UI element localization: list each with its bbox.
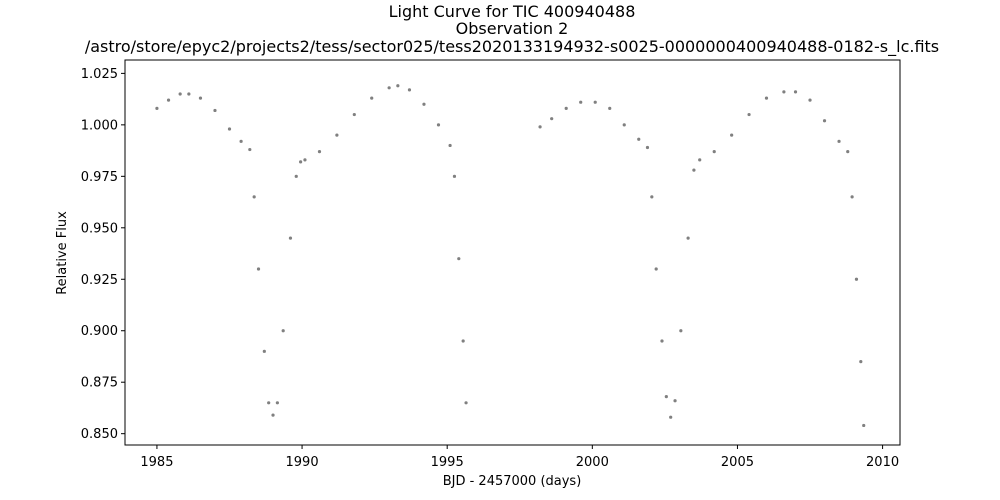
data-point xyxy=(256,267,261,271)
plot-frame xyxy=(124,59,901,446)
data-point xyxy=(271,413,275,417)
data-point xyxy=(593,100,597,104)
data-point xyxy=(187,92,191,96)
y-tick-label: 0.850 xyxy=(81,427,118,442)
data-point xyxy=(198,96,203,100)
data-point xyxy=(654,267,658,271)
data-points xyxy=(155,84,866,428)
y-tick-label: 0.975 xyxy=(81,170,118,185)
data-point xyxy=(452,174,457,178)
data-point xyxy=(248,147,252,152)
data-point xyxy=(698,158,702,162)
data-point xyxy=(837,139,841,143)
data-point xyxy=(303,158,307,162)
chart-subtitle: Observation 2 xyxy=(456,19,569,38)
data-point xyxy=(747,112,751,117)
data-point xyxy=(808,98,812,102)
data-point xyxy=(436,123,441,127)
data-point xyxy=(267,401,271,405)
data-point xyxy=(335,133,339,137)
data-point xyxy=(317,150,322,154)
chart-file-path: /astro/store/epyc2/projects2/tess/sector… xyxy=(85,37,939,57)
data-point xyxy=(650,195,654,199)
data-point xyxy=(730,133,734,137)
data-point xyxy=(166,98,171,102)
data-point xyxy=(407,88,412,92)
data-point xyxy=(782,90,786,94)
data-point xyxy=(239,139,243,143)
data-point xyxy=(850,195,854,199)
data-point xyxy=(155,106,159,110)
x-tick-label: 1985 xyxy=(140,455,173,470)
x-axis-label: BJD - 2457000 (days) xyxy=(443,474,582,489)
data-point xyxy=(822,119,827,123)
x-tick-label: 1990 xyxy=(286,455,319,470)
y-tick-label: 0.875 xyxy=(81,376,118,391)
data-point xyxy=(213,108,217,113)
y-tick-label: 0.925 xyxy=(81,273,118,288)
data-point xyxy=(862,423,866,428)
data-point xyxy=(679,329,683,333)
data-point xyxy=(178,92,182,96)
data-point xyxy=(608,106,612,110)
data-point xyxy=(846,150,850,154)
data-point xyxy=(396,84,400,88)
data-point xyxy=(464,401,468,405)
data-point xyxy=(262,349,266,353)
y-tick-label: 0.900 xyxy=(81,324,118,339)
data-point xyxy=(579,100,583,104)
data-point xyxy=(252,195,256,199)
data-point xyxy=(294,174,298,178)
data-point xyxy=(669,415,673,419)
data-point xyxy=(859,360,863,364)
data-point xyxy=(692,168,696,172)
data-point xyxy=(622,123,626,127)
data-point xyxy=(422,102,426,106)
x-tick-label: 1995 xyxy=(431,455,464,470)
y-axis-label: Relative Flux xyxy=(55,211,70,295)
y-tick-label: 0.950 xyxy=(81,221,118,236)
data-point xyxy=(281,329,285,333)
data-point xyxy=(448,143,452,148)
data-point xyxy=(660,339,664,343)
data-point xyxy=(686,236,690,240)
data-point xyxy=(370,96,374,100)
x-tick-label: 2000 xyxy=(576,455,609,470)
x-tick-label: 2005 xyxy=(721,455,754,470)
data-point xyxy=(673,399,677,403)
y-axis-ticks: 0.850 0.875 0.900 0.925 0.950 0.975 1.000 1.025 xyxy=(81,67,125,442)
data-point xyxy=(538,125,542,129)
data-point xyxy=(645,145,650,150)
y-tick-label: 1.025 xyxy=(81,67,118,82)
data-point xyxy=(764,96,769,100)
x-axis-ticks: 1985 1990 1995 2000 2005 2010 xyxy=(140,445,899,470)
data-point xyxy=(299,160,303,164)
data-point xyxy=(664,395,668,399)
data-point xyxy=(854,277,859,281)
data-point xyxy=(387,86,391,90)
x-tick-label: 2010 xyxy=(866,455,899,470)
data-point xyxy=(461,339,465,343)
y-tick-label: 1.000 xyxy=(81,118,118,133)
data-point xyxy=(288,236,293,240)
data-point xyxy=(712,150,716,154)
data-point xyxy=(637,137,641,141)
data-point xyxy=(227,127,232,131)
data-point xyxy=(275,401,279,405)
chart-title: Light Curve for TIC 400940488 xyxy=(389,2,636,21)
data-point xyxy=(793,90,798,94)
data-point xyxy=(457,257,461,261)
data-point xyxy=(550,117,554,121)
data-point xyxy=(564,106,568,110)
data-point xyxy=(352,112,356,117)
